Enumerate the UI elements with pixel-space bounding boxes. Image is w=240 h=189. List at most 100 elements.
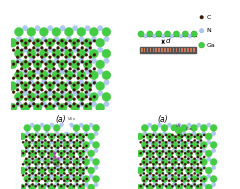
Circle shape [152, 174, 155, 176]
Circle shape [203, 167, 205, 169]
Circle shape [178, 174, 180, 176]
Circle shape [146, 156, 148, 158]
Bar [193, 48, 195, 52]
Circle shape [20, 49, 23, 52]
Circle shape [44, 183, 47, 186]
Circle shape [41, 178, 43, 180]
Circle shape [146, 174, 148, 176]
Circle shape [159, 156, 161, 158]
Circle shape [181, 183, 183, 186]
Bar [170, 48, 171, 52]
Circle shape [41, 58, 47, 64]
Circle shape [65, 56, 67, 59]
Circle shape [91, 58, 97, 64]
Circle shape [143, 150, 145, 153]
Circle shape [84, 165, 88, 170]
Circle shape [53, 49, 55, 52]
Circle shape [203, 145, 205, 147]
Circle shape [65, 98, 67, 101]
Circle shape [156, 136, 158, 138]
Circle shape [73, 125, 80, 131]
Circle shape [73, 156, 75, 158]
Circle shape [79, 178, 81, 180]
Circle shape [36, 53, 39, 56]
Circle shape [48, 150, 55, 157]
Circle shape [47, 156, 50, 158]
Circle shape [24, 88, 27, 91]
Circle shape [66, 178, 69, 180]
Circle shape [61, 49, 64, 52]
Circle shape [89, 140, 93, 144]
Circle shape [73, 46, 76, 49]
Circle shape [168, 161, 170, 164]
Circle shape [16, 60, 19, 63]
Circle shape [63, 169, 66, 171]
Circle shape [73, 142, 80, 148]
Circle shape [51, 180, 53, 182]
Circle shape [74, 131, 78, 136]
Circle shape [78, 133, 85, 140]
Circle shape [104, 101, 109, 107]
Circle shape [184, 134, 186, 136]
Circle shape [44, 136, 47, 138]
Circle shape [64, 131, 69, 136]
Circle shape [182, 31, 188, 37]
Circle shape [192, 148, 196, 153]
Circle shape [151, 142, 158, 148]
Circle shape [190, 174, 193, 176]
Circle shape [70, 180, 72, 182]
Circle shape [52, 71, 61, 80]
Circle shape [85, 95, 88, 98]
Circle shape [89, 84, 92, 87]
Circle shape [66, 163, 69, 165]
Circle shape [38, 147, 40, 149]
Circle shape [202, 183, 206, 187]
Circle shape [178, 141, 180, 143]
Circle shape [54, 178, 56, 180]
Circle shape [205, 150, 212, 157]
Circle shape [71, 82, 79, 90]
Circle shape [174, 172, 177, 175]
Circle shape [35, 148, 39, 153]
Circle shape [143, 161, 145, 164]
Circle shape [47, 152, 50, 154]
Circle shape [70, 147, 72, 149]
Circle shape [38, 180, 40, 182]
Circle shape [211, 148, 216, 153]
Circle shape [32, 84, 35, 87]
Circle shape [149, 161, 151, 164]
Circle shape [40, 74, 43, 77]
Circle shape [57, 157, 59, 160]
Circle shape [152, 165, 157, 170]
Circle shape [43, 176, 50, 182]
Circle shape [20, 81, 23, 84]
Circle shape [171, 141, 174, 143]
Circle shape [40, 70, 43, 73]
Circle shape [181, 150, 183, 153]
Circle shape [63, 147, 66, 149]
Circle shape [88, 150, 95, 157]
Circle shape [40, 140, 44, 144]
Circle shape [187, 183, 189, 186]
Circle shape [166, 184, 173, 189]
Circle shape [187, 158, 189, 160]
Circle shape [162, 183, 167, 187]
Circle shape [45, 131, 49, 136]
Circle shape [143, 180, 145, 182]
Circle shape [85, 145, 88, 147]
Circle shape [24, 42, 27, 45]
Circle shape [174, 180, 177, 182]
Circle shape [47, 174, 50, 176]
Circle shape [54, 174, 56, 176]
Circle shape [190, 145, 193, 147]
Circle shape [76, 150, 78, 153]
Circle shape [192, 165, 196, 170]
Circle shape [146, 145, 148, 147]
Circle shape [69, 140, 74, 144]
Circle shape [45, 165, 49, 170]
Circle shape [182, 165, 186, 170]
Circle shape [176, 133, 183, 140]
Circle shape [190, 163, 193, 165]
Circle shape [152, 131, 157, 136]
Circle shape [58, 82, 67, 90]
